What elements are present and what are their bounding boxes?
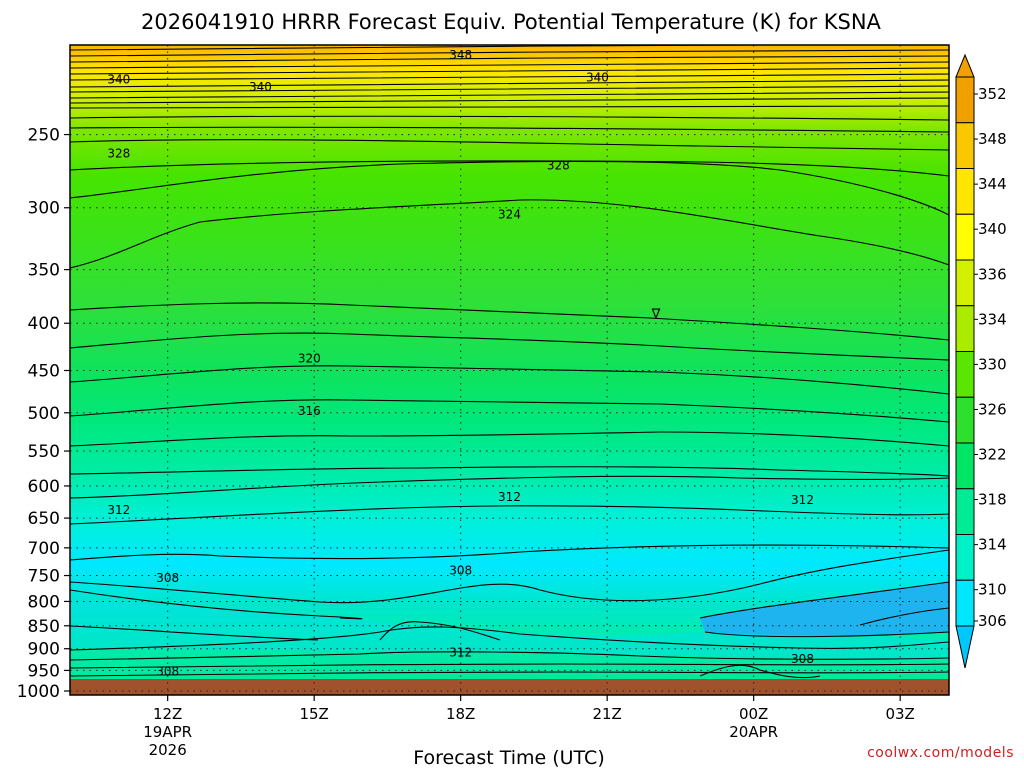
colorbar-label: 318 [978,491,1007,509]
x-axis-label: Forecast Time (UTC) [413,747,604,768]
y-tick-label: 700 [28,539,60,559]
y-tick-label: 400 [28,314,60,334]
gridlines [70,45,949,695]
contour-label-text: 308 [156,665,179,679]
x-tick-date: 19APR [143,723,192,741]
colorbar-top-arrow [955,53,975,78]
y-tick-label: 950 [28,661,60,681]
colorbar-label: 348 [978,130,1007,148]
chart-title: 2026041910 HRRR Forecast Equiv. Potentia… [141,10,882,34]
contour-label: 324 [498,207,521,221]
y-axis: 250 300 350 400 450 500 550 600 650 700 750 800 850 9… [17,126,70,702]
colorbar: 352 348 344 340 336 334 330 326 322 318 314 310 306 [955,53,1007,669]
contour-label: 328 [107,146,130,160]
cold-pocket-region [700,582,949,637]
contour-label-text: 340 [107,73,130,87]
colorbar-segment [955,259,975,307]
contour-label-text: 312 [107,503,130,517]
colorbar-label: 334 [978,310,1007,328]
y-tick-label: 900 [28,640,60,660]
colorbar-label: 340 [978,220,1007,238]
contour-label-text: 312 [791,493,814,507]
y-tick-label: 650 [28,509,60,529]
contour-label: 340 [586,71,609,85]
colorbar-segment [955,305,975,352]
colorbar-segment [955,122,975,169]
contour-label-text: 348 [449,48,472,62]
x-tick-label: 18Z [446,705,475,723]
colorbar-segment [955,351,975,398]
x-tick-year: 2026 [149,741,187,759]
contour-label: 308 [791,652,814,666]
colorbar-label: 330 [978,355,1007,373]
contour-label: 320 [298,352,321,366]
colorbar-label: 314 [978,536,1007,554]
contour-label-text: 308 [449,564,472,578]
contour-label-text: 320 [298,352,321,366]
y-tick-label: 800 [28,592,60,612]
contour-label: 312 [107,503,130,517]
contour-label: 340 [249,80,272,94]
contour-label: 312 [449,645,472,659]
x-tick-date: 20APR [729,723,778,741]
colorbar-segment [955,396,975,444]
contour-label: 308 [156,665,179,679]
x-tick-label: 03Z [885,705,914,723]
y-tick-label: 850 [28,617,60,637]
contour-label: 308 [156,571,179,585]
colorbar-segment [955,488,975,535]
contour-label-text: 308 [156,571,179,585]
cloud-base-marker: ∇ [651,307,661,322]
contour-label: 348 [449,48,472,62]
credit-text: coolwx.com/models [867,745,1014,761]
x-tick-label: 00Z [739,705,768,723]
contour-label-text: 328 [107,146,130,160]
y-tick-label: 1000 [17,682,60,702]
colorbar-segment [955,213,975,261]
contour-label: 312 [791,493,814,507]
y-tick-label: 300 [28,199,60,219]
colorbar-segment [955,534,975,581]
colorbar-bottom-arrow [955,625,975,669]
contour-labels: 348 340 340 340 328 328 324 320 316 312 312 312 308 3… [107,48,814,679]
colorbar-label: 322 [978,446,1007,464]
colorbar-segment [955,76,975,124]
y-tick-label: 600 [28,477,60,497]
contour-label: 328 [547,158,570,172]
contour-label: 308 [449,564,472,578]
contour-label-text: 316 [298,404,321,418]
contour-label: 312 [498,490,521,504]
y-tick-label: 550 [28,442,60,462]
y-tick-label: 750 [28,567,60,587]
low-level-band [70,600,949,660]
x-tick-label: 15Z [299,705,328,723]
surface-ground [70,679,949,695]
contour-label-text: 324 [498,207,521,221]
contour-label: 340 [107,73,130,87]
contour-label-text: 312 [498,490,521,504]
colorbar-label: 352 [978,85,1007,103]
y-tick-label: 350 [28,261,60,281]
colorbar-segment [955,579,975,627]
colorbar-segment [955,442,975,490]
y-tick-label: 500 [28,404,60,424]
x-tick-label: 21Z [592,705,621,723]
y-tick-label: 450 [28,361,60,381]
contour-label-text: 340 [249,80,272,94]
colorbar-segment [955,168,975,215]
contour-label-text: 308 [791,652,814,666]
contour-label-text: 328 [547,158,570,172]
y-tick-label: 250 [28,126,60,146]
colorbar-label: 336 [978,265,1007,283]
contour-label: 316 [298,404,321,418]
colorbar-label: 326 [978,400,1007,418]
colorbar-label: 306 [978,612,1007,630]
colorbar-label: 310 [978,581,1007,599]
contour-label-text: 312 [449,645,472,659]
contour-label-text: 340 [586,71,609,85]
x-tick-label: 12Z [153,705,182,723]
colorbar-label: 344 [978,175,1007,193]
